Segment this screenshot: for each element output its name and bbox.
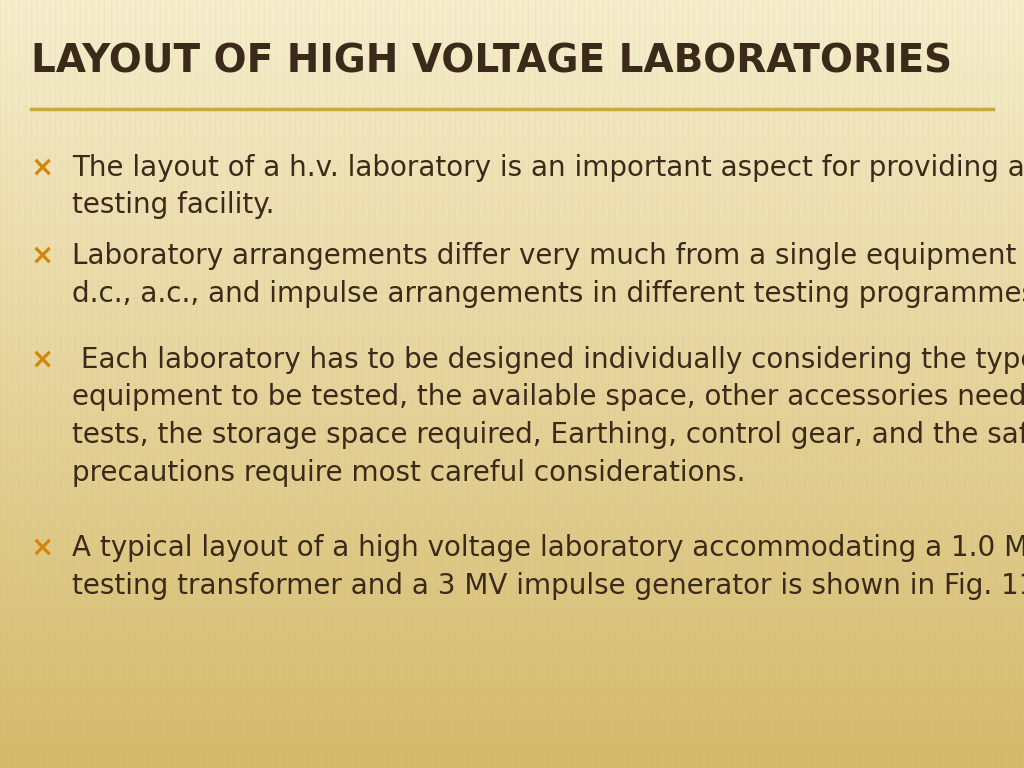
Bar [0,269,1024,279]
Bar [0,240,1024,250]
Bar [0,19,1024,28]
Bar [0,634,1024,644]
Text: The layout of a h.v. laboratory is an important aspect for providing an efficien: The layout of a h.v. laboratory is an im… [72,154,1024,220]
Bar [0,115,1024,124]
Bar [0,316,1024,326]
Bar [0,211,1024,221]
Bar [0,528,1024,538]
Text: Laboratory arrangements differ very much from a single equipment to multi
d.c., : Laboratory arrangements differ very much… [72,242,1024,308]
Bar [0,106,1024,115]
Bar [0,202,1024,211]
Bar [0,538,1024,547]
Bar [0,125,1024,134]
Bar [0,499,1024,508]
Text: ×: × [31,154,54,181]
Bar [0,0,1024,9]
Bar [0,230,1024,240]
Bar [0,279,1024,288]
Bar [0,662,1024,672]
Bar [0,518,1024,528]
Bar [0,10,1024,19]
Bar [0,77,1024,87]
Bar [0,96,1024,105]
Bar [0,250,1024,260]
Text: ×: × [31,242,54,270]
Bar [0,614,1024,624]
Text: LAYOUT OF HIGH VOLTAGE LABORATORIES: LAYOUT OF HIGH VOLTAGE LABORATORIES [31,42,952,80]
Bar [0,557,1024,567]
Bar [0,691,1024,700]
Bar [0,682,1024,691]
Bar [0,442,1024,452]
Bar [0,298,1024,307]
Bar [0,68,1024,77]
Bar [0,336,1024,346]
Bar [0,394,1024,403]
Bar [0,58,1024,68]
Bar [0,326,1024,336]
Text: A typical layout of a high voltage laboratory accommodating a 1.0 MV a.c.
testin: A typical layout of a high voltage labor… [72,534,1024,600]
Text: Each laboratory has to be designed individually considering the type of
equipmen: Each laboratory has to be designed indiv… [72,346,1024,488]
Bar [0,260,1024,269]
Bar [0,567,1024,576]
Bar [0,173,1024,183]
Bar [0,413,1024,422]
Bar [0,29,1024,38]
Bar [0,422,1024,432]
Bar [0,508,1024,518]
Bar [0,490,1024,499]
Text: ×: × [31,534,54,561]
Bar [0,183,1024,192]
Bar [0,672,1024,682]
Text: ×: × [31,346,54,373]
Bar [0,759,1024,768]
Bar [0,144,1024,154]
Bar [0,470,1024,480]
Bar [0,154,1024,164]
Bar [0,452,1024,461]
Bar [0,480,1024,490]
Bar [0,355,1024,365]
Bar [0,192,1024,201]
Bar [0,38,1024,48]
Bar [0,730,1024,739]
Bar [0,384,1024,393]
Bar [0,644,1024,653]
Bar [0,720,1024,730]
Bar [0,164,1024,173]
Bar [0,87,1024,96]
Bar [0,700,1024,710]
Bar [0,739,1024,749]
Bar [0,710,1024,720]
Bar [0,432,1024,442]
Bar [0,288,1024,297]
Bar [0,365,1024,375]
Bar [0,375,1024,384]
Bar [0,307,1024,316]
Bar [0,653,1024,662]
Bar [0,595,1024,605]
Bar [0,403,1024,413]
Bar [0,576,1024,585]
Bar [0,48,1024,58]
Bar [0,749,1024,759]
Bar [0,461,1024,470]
Bar [0,605,1024,614]
Bar [0,221,1024,230]
Bar [0,134,1024,144]
Bar [0,547,1024,557]
Bar [0,624,1024,634]
Bar [0,346,1024,356]
Bar [0,585,1024,595]
